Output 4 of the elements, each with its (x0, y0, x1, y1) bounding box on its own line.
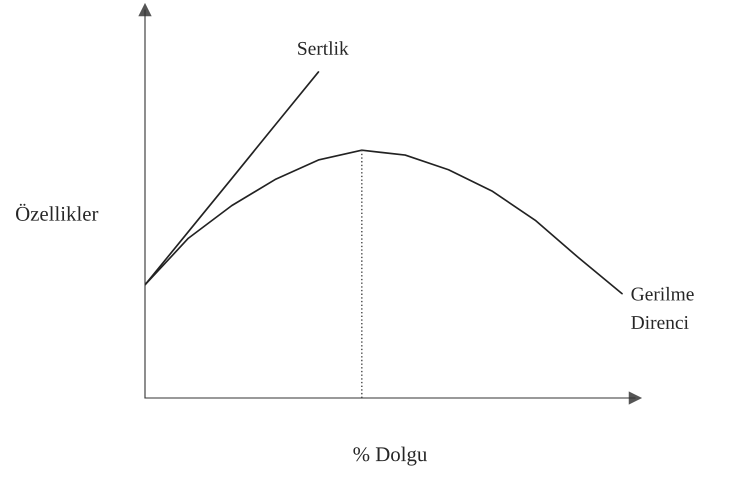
series-label: Gerilme Direnci (631, 286, 694, 330)
y-axis-title: Özellikler (16, 204, 98, 221)
x-axis-title: % Dolgu (353, 446, 427, 466)
series-label: Sertlik (298, 41, 349, 55)
